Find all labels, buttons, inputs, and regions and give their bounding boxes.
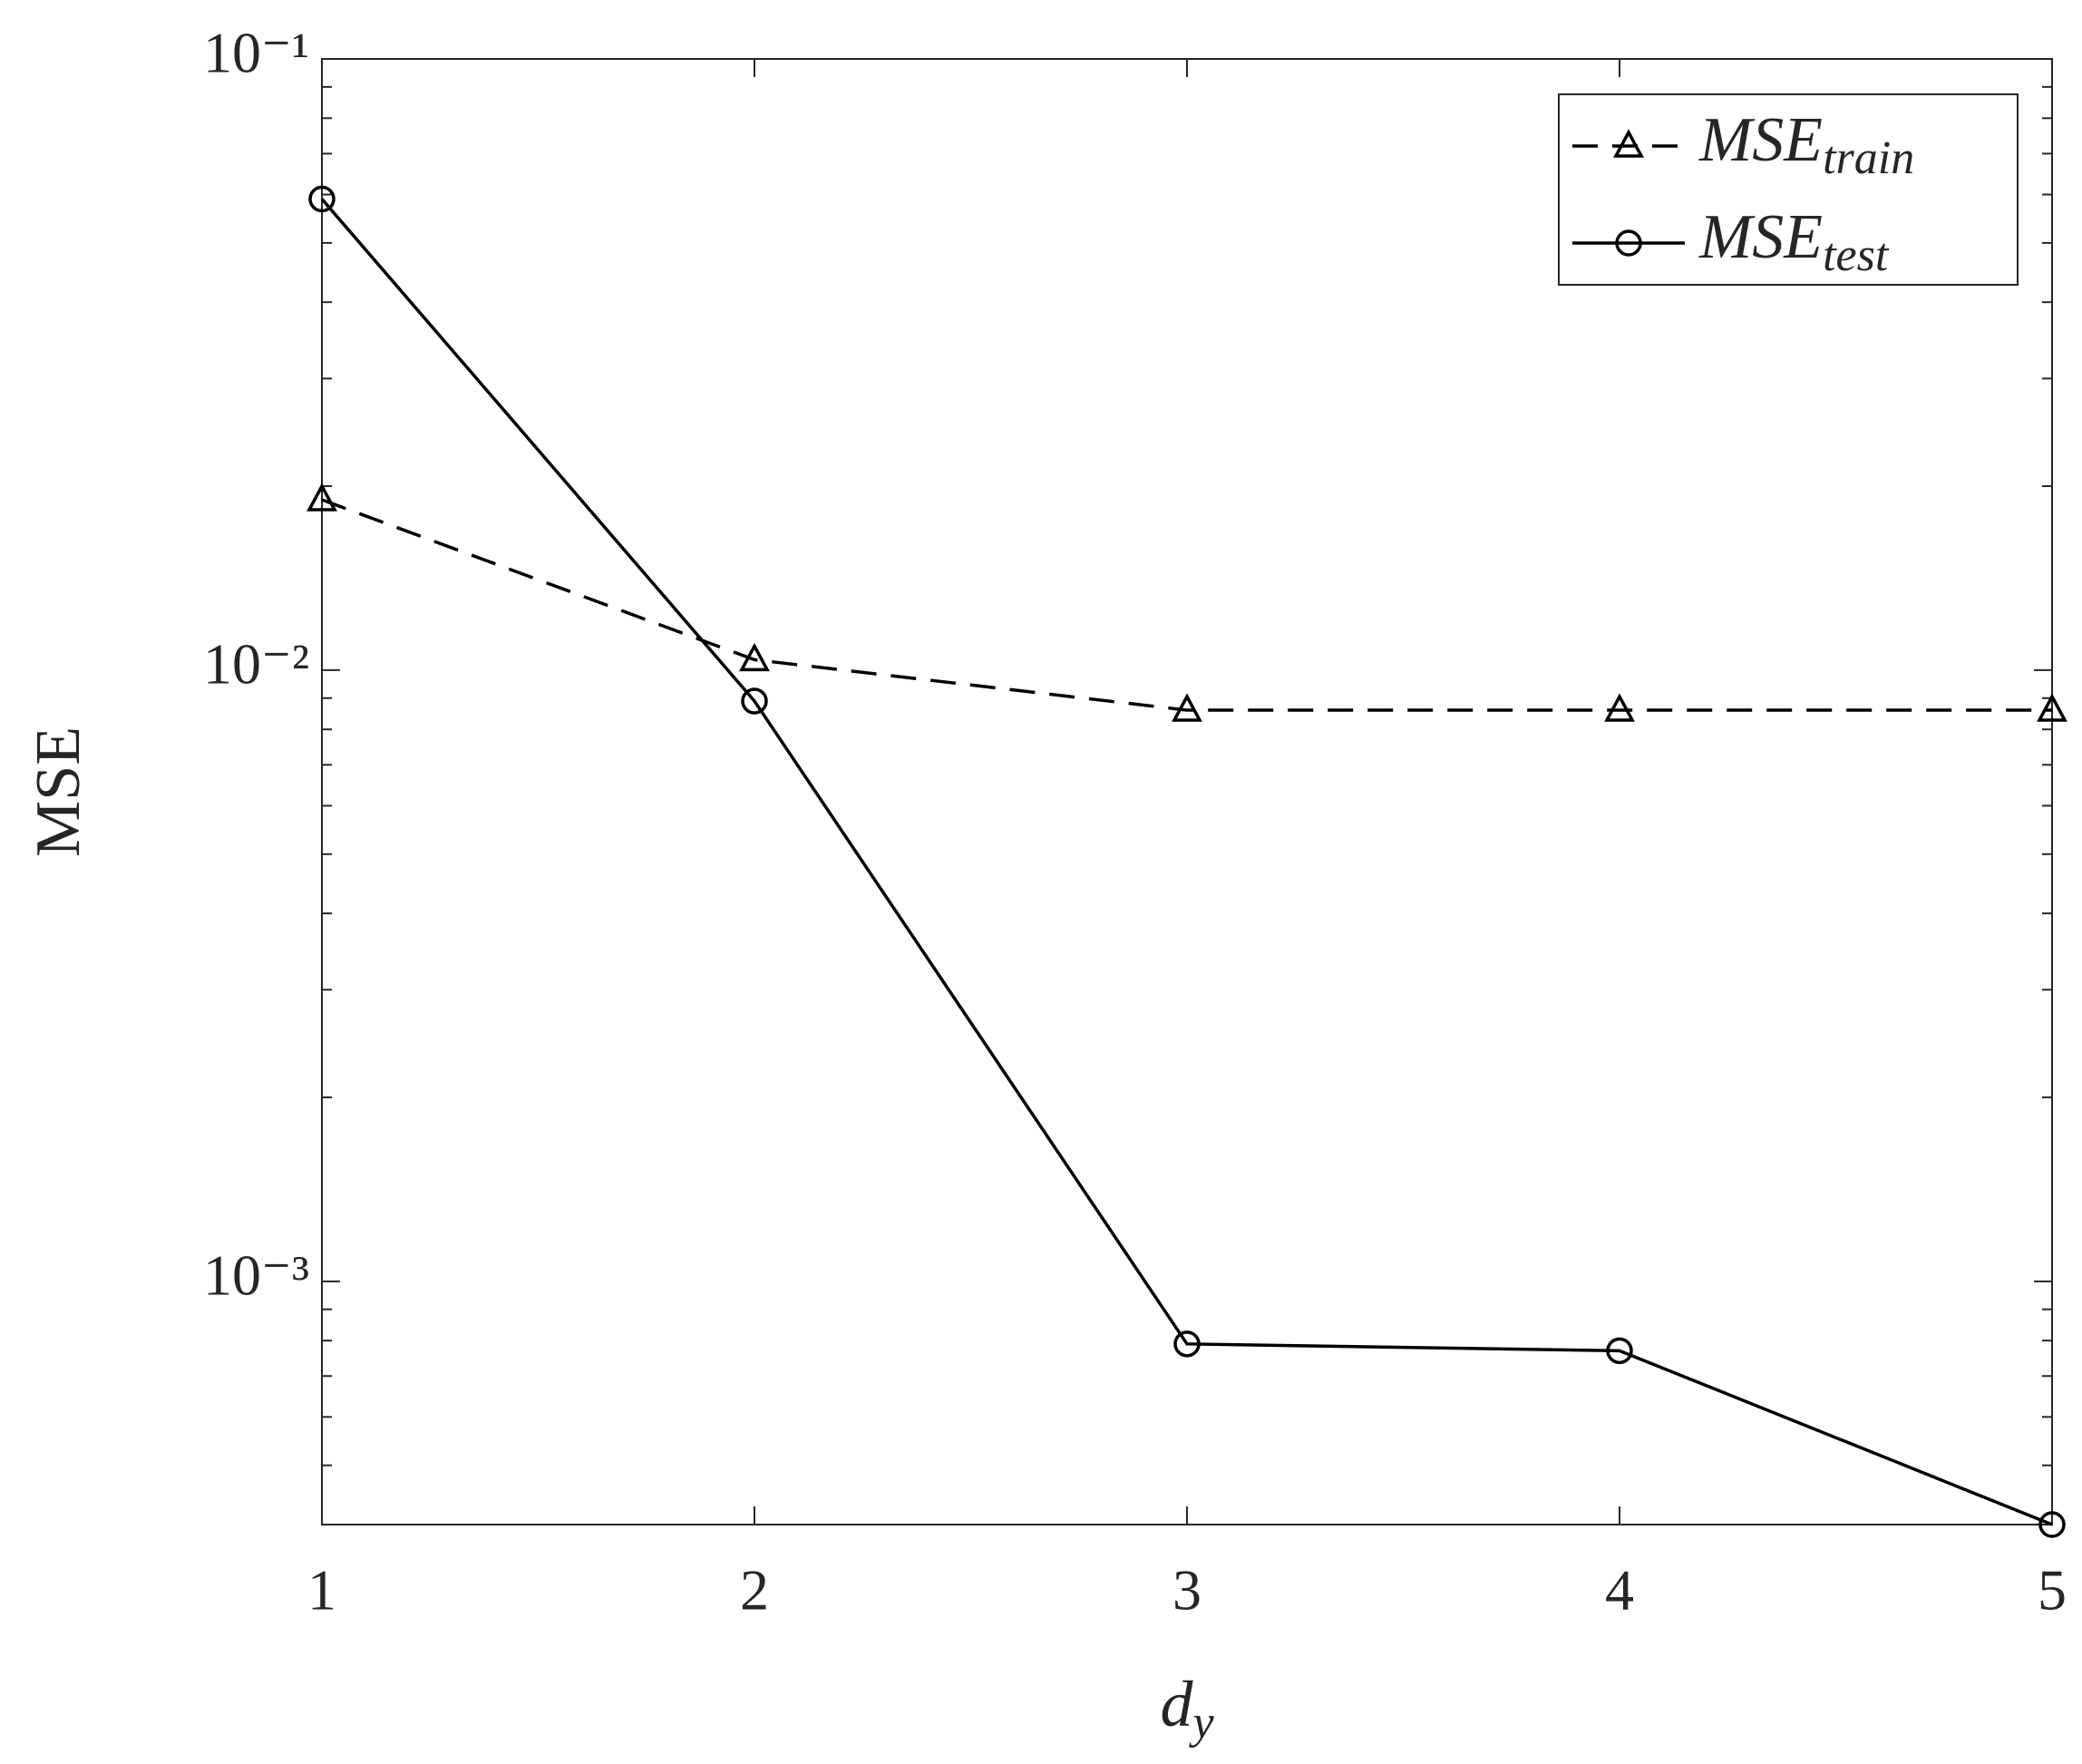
marker — [1604, 693, 1635, 722]
marker — [2037, 693, 2067, 722]
legend-label: MSEtrain — [1698, 105, 1914, 184]
x-tick-label: 5 — [2038, 1558, 2067, 1623]
series-line — [321, 498, 2052, 712]
x-axis-label-base: d — [1160, 1668, 1193, 1740]
x-tick-label: 2 — [740, 1558, 769, 1623]
y-tick-label: 10⁻³ — [203, 1243, 309, 1308]
marker — [306, 482, 337, 512]
marker — [739, 642, 770, 672]
y-tick-label: 10⁻¹ — [203, 21, 309, 85]
marker — [308, 185, 336, 213]
series-line — [320, 198, 2053, 1526]
x-tick-label: 3 — [1172, 1558, 1202, 1623]
marker — [1606, 1337, 1633, 1365]
marker — [741, 687, 768, 715]
legend-subscript: train — [1823, 132, 1914, 184]
legend-marker — [1615, 229, 1642, 257]
marker — [2038, 1511, 2066, 1538]
legend-marker — [1613, 129, 1644, 158]
marker — [1172, 693, 1202, 722]
legend-label: MSEtest — [1698, 202, 1890, 281]
legend-subscript: test — [1823, 229, 1890, 281]
x-tick-label: 4 — [1605, 1558, 1634, 1623]
x-axis-label-subscript: y — [1188, 1697, 1214, 1749]
legend-name: MSE — [1698, 202, 1823, 272]
y-axis-label: MSE — [24, 726, 93, 857]
x-tick-label: 1 — [307, 1558, 336, 1623]
x-axis-label: dy — [1160, 1668, 1214, 1749]
y-tick-label: 10⁻² — [203, 632, 309, 697]
marker — [1173, 1330, 1201, 1358]
legend-name: MSE — [1698, 105, 1823, 175]
